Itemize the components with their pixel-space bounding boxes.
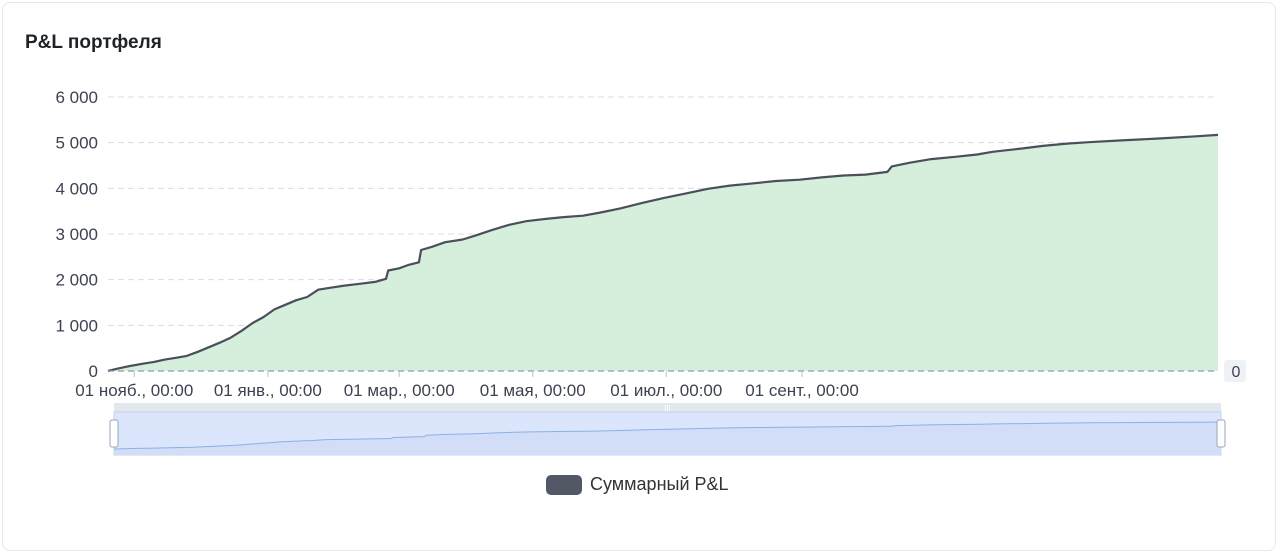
x-tick-label: 01 нояб., 00:00 (75, 381, 193, 400)
x-tick-label: 01 сент., 00:00 (745, 381, 859, 400)
series-area (108, 134, 1218, 371)
x-tick-label: 01 мар., 00:00 (344, 381, 455, 400)
y-tick-label: 4 000 (55, 179, 98, 198)
y-tick-label: 0 (89, 362, 98, 381)
x-tick-label: 01 янв., 00:00 (214, 381, 322, 400)
zero-line-label-box (1224, 360, 1246, 382)
x-tick-label: 01 мая, 00:00 (480, 381, 586, 400)
y-tick-label: 3 000 (55, 225, 98, 244)
y-tick-label: 1 000 (55, 316, 98, 335)
y-tick-label: 2 000 (55, 271, 98, 290)
navigator-area (114, 422, 1221, 455)
navigator-grip-icon: ||| (664, 404, 670, 413)
zero-line-label: 0 (1232, 364, 1241, 381)
series-line (107, 133, 1219, 373)
legend-item-total-pnl[interactable]: Суммарный P&L (546, 474, 729, 495)
y-tick-label: 5 000 (55, 134, 98, 153)
legend-label: Суммарный P&L (590, 474, 729, 494)
navigator-line (113, 421, 1222, 450)
x-tick-label: 01 июл., 00:00 (610, 381, 722, 400)
y-tick-label: 6 000 (55, 88, 98, 107)
navigator-handle-right[interactable] (1216, 419, 1226, 448)
navigator-scrollbar (114, 403, 1221, 412)
chart-title: P&L портфеля (25, 32, 162, 53)
legend-swatch (546, 474, 582, 495)
navigator-handle-left[interactable] (109, 419, 119, 448)
